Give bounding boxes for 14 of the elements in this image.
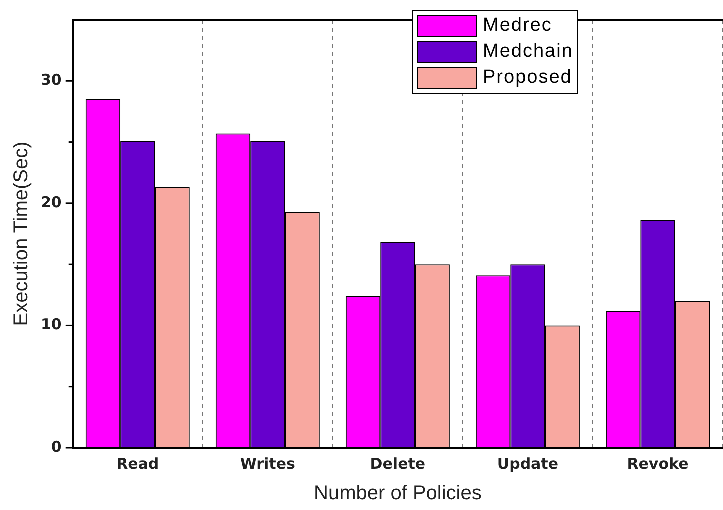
y-axis-title: Execution Time(Sec) — [10, 142, 33, 326]
legend-label: Medchain — [483, 41, 574, 63]
legend-label: Proposed — [483, 67, 572, 89]
x-tick-label: Update — [497, 454, 559, 473]
y-tick-label: 30 — [41, 71, 62, 90]
x-tick-label: Writes — [240, 454, 296, 473]
x-axis-title: Number of Policies — [314, 482, 482, 505]
x-tick-label: Revoke — [627, 454, 689, 473]
x-tick-label: Read — [116, 454, 160, 473]
y-tick-label: 0 — [51, 438, 62, 456]
y-tick-label: 10 — [41, 316, 62, 334]
x-tick-label: Delete — [370, 454, 426, 473]
y-tick-label: 20 — [41, 193, 62, 212]
legend-label: Medrec — [483, 15, 552, 37]
